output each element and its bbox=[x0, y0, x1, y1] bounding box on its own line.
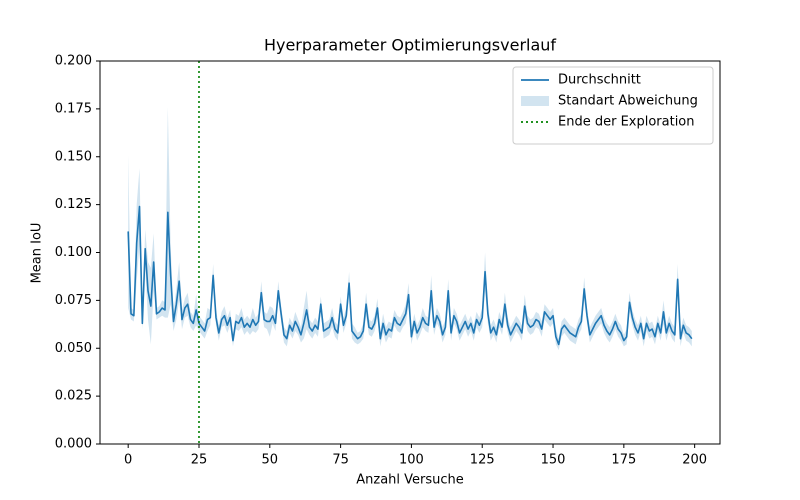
legend-label: Ende der Exploration bbox=[558, 115, 695, 130]
legend-label: Standart Abweichung bbox=[558, 94, 698, 109]
y-tick-label: 0.175 bbox=[55, 101, 92, 116]
y-tick-label: 0.125 bbox=[55, 197, 92, 212]
x-axis-label: Anzahl Versuche bbox=[356, 473, 464, 488]
y-tick-label: 0.075 bbox=[55, 293, 92, 308]
legend-label: Durchschnitt bbox=[558, 73, 641, 88]
x-tick-label: 200 bbox=[682, 453, 707, 468]
mean-line bbox=[127, 205, 693, 346]
x-tick-label: 125 bbox=[470, 453, 495, 468]
y-tick-label: 0.200 bbox=[55, 54, 92, 69]
legend-swatch bbox=[521, 96, 549, 106]
y-tick-label: 0.000 bbox=[55, 437, 92, 452]
x-tick-label: 175 bbox=[611, 453, 636, 468]
y-tick-label: 0.100 bbox=[55, 245, 92, 260]
x-tick-label: 100 bbox=[399, 453, 424, 468]
y-tick-label: 0.025 bbox=[55, 389, 92, 404]
x-tick-label: 75 bbox=[332, 453, 349, 468]
legend-box bbox=[512, 66, 714, 145]
x-tick-label: 0 bbox=[124, 453, 132, 468]
x-tick-label: 150 bbox=[541, 453, 566, 468]
x-tick-label: 25 bbox=[191, 453, 208, 468]
x-tick-label: 50 bbox=[262, 453, 279, 468]
chart-title: Hyerparameter Optimierungsverlauf bbox=[264, 36, 556, 55]
y-axis-label: Mean IoU bbox=[30, 223, 45, 284]
plot-frame bbox=[99, 60, 721, 445]
y-tick-label: 0.050 bbox=[55, 341, 92, 356]
y-tick-label: 0.150 bbox=[55, 149, 92, 164]
